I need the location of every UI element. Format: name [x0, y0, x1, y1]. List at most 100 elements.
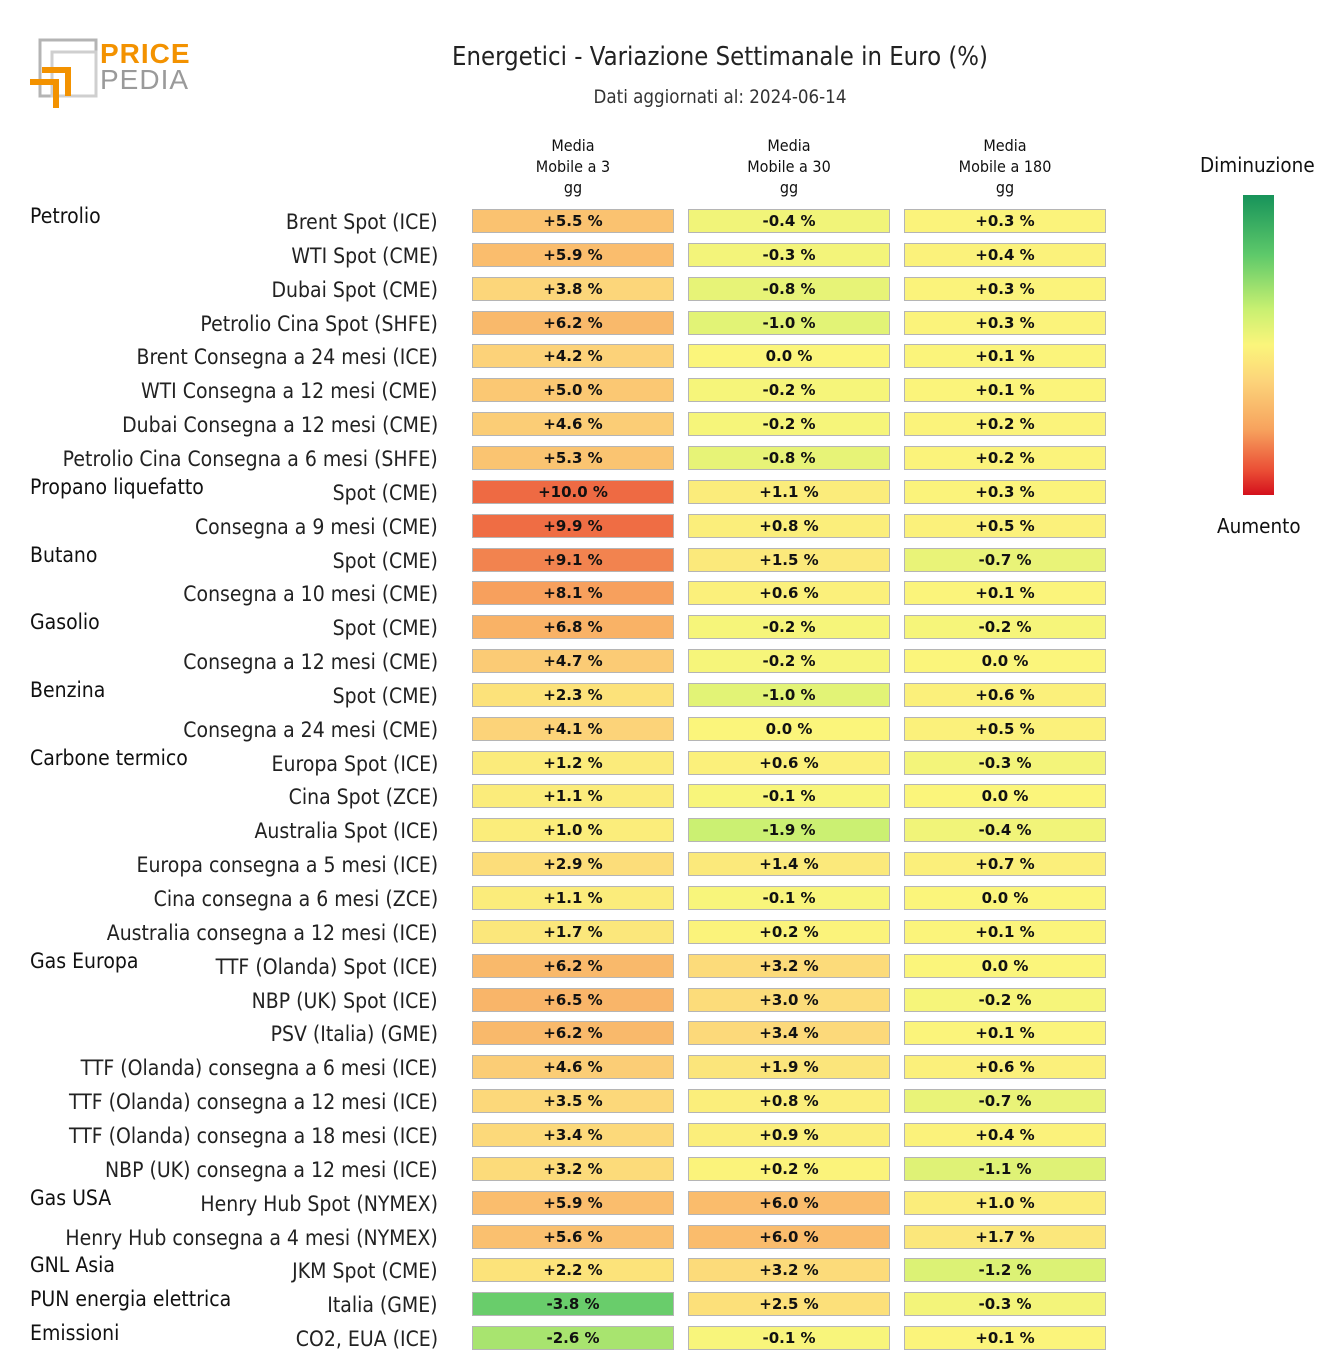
heatmap-cell: +0.3 %	[904, 209, 1106, 233]
logo-text-price: PRICE	[100, 38, 191, 69]
heatmap-cell: -3.8 %	[472, 1292, 674, 1317]
heatmap-cell: +0.4 %	[904, 1122, 1106, 1147]
column-header-line: Media	[767, 136, 811, 155]
heatmap-cell: -0.1 %	[688, 886, 890, 910]
row-label: Spot (CME)	[332, 683, 438, 708]
group-label: Petrolio	[30, 204, 101, 228]
heatmap-cell: +6.0 %	[688, 1224, 890, 1249]
column-header-line: Media	[551, 136, 595, 155]
group-label: GNL Asia	[30, 1253, 115, 1278]
heatmap-cell: +2.9 %	[472, 852, 674, 877]
row-label: Consegna a 9 mesi (CME)	[195, 514, 438, 539]
heatmap-cell: -0.8 %	[688, 276, 890, 301]
heatmap-cell: +0.7 %	[904, 852, 1106, 877]
heatmap-cell: -1.2 %	[904, 1258, 1106, 1283]
row-label: Brent Spot (ICE)	[286, 210, 438, 234]
heatmap-cell: +5.3 %	[472, 445, 674, 470]
row-label: Consegna a 12 mesi (CME)	[183, 650, 438, 675]
heatmap-cell: +8.1 %	[472, 581, 674, 606]
group-label: Butano	[30, 542, 98, 567]
heatmap-cell: -0.2 %	[688, 378, 890, 403]
heatmap-cell: +0.1 %	[904, 1021, 1106, 1046]
column-header-line: gg	[779, 178, 799, 197]
heatmap-cell: +5.9 %	[472, 1190, 674, 1215]
legend-color-scale	[1243, 195, 1274, 495]
row-label: Spot (CME)	[332, 616, 438, 641]
heatmap-cell: -1.0 %	[688, 682, 890, 707]
row-label: Italia (GME)	[327, 1293, 438, 1318]
heatmap-cell: -0.4 %	[688, 209, 890, 233]
heatmap-cell: +4.1 %	[472, 716, 674, 741]
heatmap-cell: +0.2 %	[688, 919, 890, 944]
row-label: Europa Spot (ICE)	[271, 751, 438, 776]
heatmap-cell: +0.2 %	[688, 1156, 890, 1181]
row-label: Brent Consegna a 24 mesi (ICE)	[136, 345, 438, 370]
column-header-line: Mobile a 180	[958, 157, 1052, 176]
heatmap-cell: +1.1 %	[688, 479, 890, 504]
heatmap-cell: +1.0 %	[904, 1190, 1106, 1215]
heatmap-cell: -1.1 %	[904, 1156, 1106, 1181]
legend-label-decrease: Diminuzione	[1200, 153, 1315, 177]
row-label: JKM Spot (CME)	[292, 1259, 438, 1284]
row-label: NBP (UK) consegna a 12 mesi (ICE)	[105, 1157, 438, 1182]
heatmap-cell: +0.8 %	[688, 513, 890, 538]
row-label: PSV (Italia) (GME)	[270, 1022, 438, 1047]
legend-label-increase: Aumento	[1217, 514, 1301, 538]
column-header-line: Media	[983, 136, 1027, 155]
heatmap-cell: +0.2 %	[904, 445, 1106, 470]
heatmap-cell: 0.0 %	[904, 886, 1106, 910]
heatmap-cell: +4.6 %	[472, 412, 674, 437]
heatmap-cell: -1.9 %	[688, 818, 890, 843]
heatmap-cell: +9.9 %	[472, 513, 674, 538]
row-label: Europa consegna a 5 mesi (ICE)	[136, 853, 438, 878]
row-label: Spot (CME)	[332, 480, 438, 505]
group-label: Gas Europa	[30, 948, 139, 973]
heatmap-cell: +2.2 %	[472, 1258, 674, 1283]
column-header-ma30: Media Mobile a 30 gg	[698, 135, 880, 198]
row-label: Henry Hub consegna a 4 mesi (NYMEX)	[65, 1225, 438, 1250]
column-header-ma3: Media Mobile a 3 gg	[482, 135, 664, 198]
heatmap-cell: +3.8 %	[472, 276, 674, 301]
heatmap-cell: +6.0 %	[688, 1190, 890, 1215]
row-label: TTF (Olanda) consegna a 6 mesi (ICE)	[81, 1056, 438, 1081]
row-label: Petrolio Cina Spot (SHFE)	[200, 311, 438, 336]
column-header-line: Mobile a 3	[535, 157, 611, 176]
heatmap-cell: -0.3 %	[904, 1292, 1106, 1317]
heatmap-cell: +1.7 %	[472, 919, 674, 944]
heatmap-cell: +4.2 %	[472, 344, 674, 369]
heatmap-cell: -0.8 %	[688, 445, 890, 470]
row-label: Petrolio Cina Consegna a 6 mesi (SHFE)	[62, 446, 438, 471]
heatmap-cell: +6.8 %	[472, 615, 674, 640]
heatmap-cell: +0.6 %	[688, 750, 890, 775]
heatmap-cell: +1.4 %	[688, 852, 890, 877]
heatmap-cell: +1.5 %	[688, 547, 890, 572]
heatmap-cell: +6.5 %	[472, 987, 674, 1012]
pricepedia-logo	[30, 38, 98, 108]
heatmap-cell: -0.7 %	[904, 547, 1106, 572]
heatmap-cell: -0.2 %	[904, 987, 1106, 1012]
heatmap-cell: +4.7 %	[472, 649, 674, 674]
heatmap-cell: +3.4 %	[688, 1021, 890, 1046]
heatmap-cell: +2.3 %	[472, 682, 674, 707]
heatmap-cell: +0.1 %	[904, 581, 1106, 606]
row-label: Dubai Spot (CME)	[271, 277, 438, 302]
heatmap-cell: -0.3 %	[904, 750, 1106, 775]
heatmap-cell: +0.8 %	[688, 1089, 890, 1114]
group-label: Emissioni	[30, 1321, 120, 1346]
column-header-ma180: Media Mobile a 180 gg	[914, 135, 1096, 198]
row-label: Consegna a 24 mesi (CME)	[183, 717, 438, 742]
heatmap-cell: 0.0 %	[688, 344, 890, 369]
heatmap-cell: -0.2 %	[688, 615, 890, 640]
heatmap-cell: -0.2 %	[904, 615, 1106, 640]
heatmap-cell: +0.1 %	[904, 1326, 1106, 1351]
heatmap-cell: -0.1 %	[688, 1326, 890, 1351]
heatmap-cell: +3.2 %	[688, 1258, 890, 1283]
row-label: TTF (Olanda) consegna a 18 mesi (ICE)	[69, 1123, 438, 1148]
heatmap-cell: +0.5 %	[904, 716, 1106, 741]
heatmap-cell: +0.9 %	[688, 1122, 890, 1147]
heatmap-cell: 0.0 %	[904, 953, 1106, 978]
heatmap-cell: +5.6 %	[472, 1224, 674, 1249]
heatmap-cell: +0.1 %	[904, 344, 1106, 369]
column-header-line: Mobile a 30	[747, 157, 831, 176]
heatmap-cell: +6.2 %	[472, 1021, 674, 1046]
